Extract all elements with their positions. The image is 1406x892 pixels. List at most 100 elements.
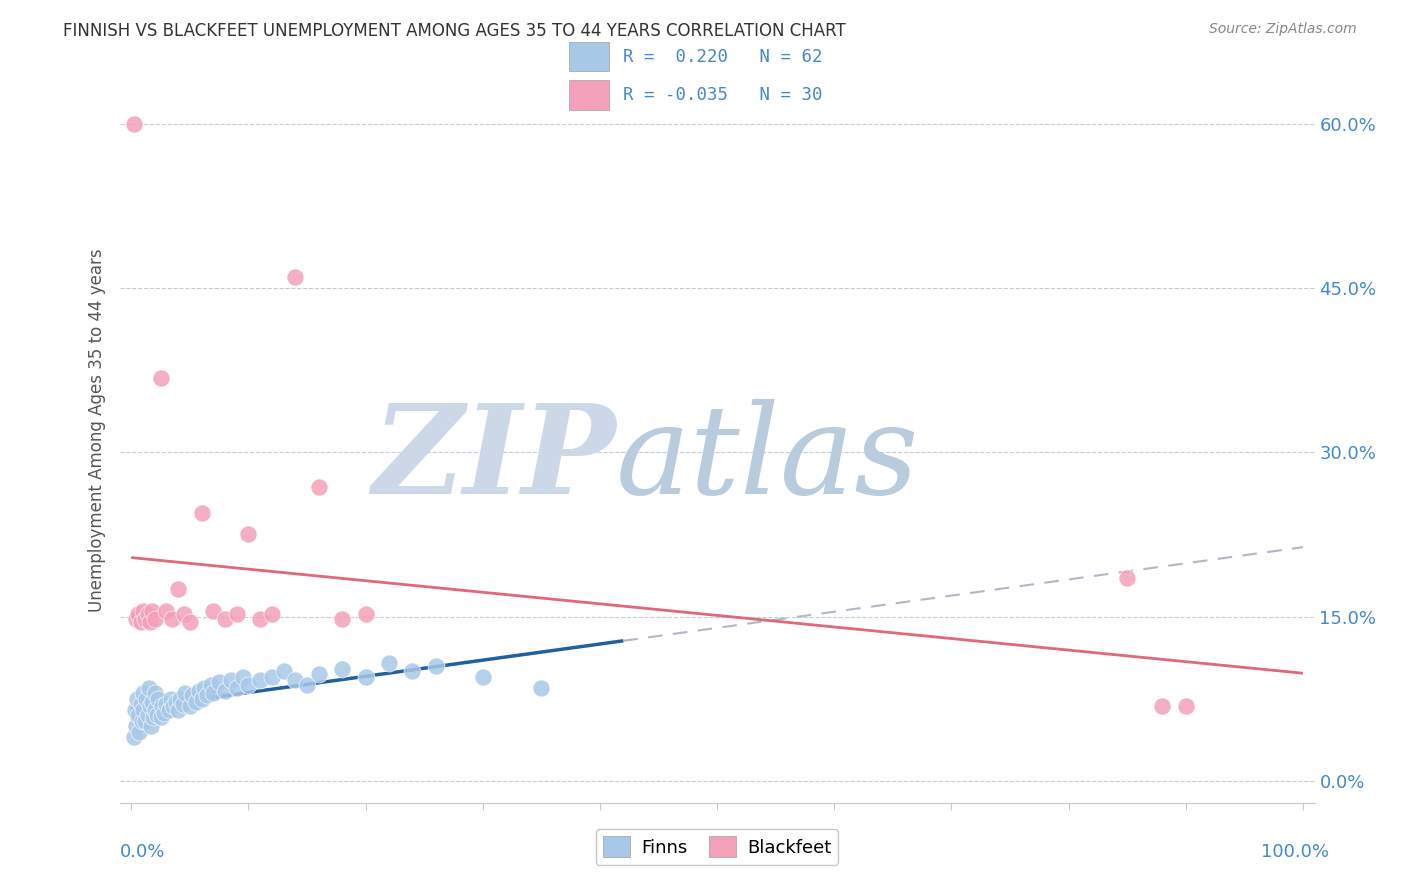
Point (138, 681, 160, 695)
Point (122, 117, 145, 131)
Point (134, 714, 156, 728)
Text: R = -0.035   N = 30: R = -0.035 N = 30 (623, 86, 823, 104)
Point (134, 612, 156, 626)
Point (139, 615, 162, 629)
Point (162, 699, 184, 714)
Point (1174, 699, 1197, 714)
Point (179, 699, 201, 714)
Point (169, 691, 191, 706)
Point (149, 710, 172, 724)
Text: R =  0.220   N = 62: R = 0.220 N = 62 (623, 47, 823, 66)
Point (167, 582, 190, 597)
Point (149, 371, 172, 385)
Text: atlas: atlas (616, 400, 920, 521)
Point (190, 506, 212, 520)
Point (125, 612, 148, 626)
Point (174, 686, 197, 700)
Point (141, 719, 163, 733)
Point (378, 656, 401, 670)
Point (155, 697, 177, 711)
Point (127, 607, 149, 622)
Text: ZIP: ZIP (371, 400, 616, 521)
Point (284, 270, 307, 285)
Point (197, 689, 219, 703)
Point (129, 697, 152, 711)
Point (162, 612, 183, 626)
Point (132, 686, 155, 700)
Point (238, 677, 260, 691)
Text: 0.0%: 0.0% (120, 843, 165, 861)
Point (214, 612, 236, 626)
Point (238, 527, 260, 541)
Point (131, 714, 153, 728)
Point (225, 681, 247, 695)
Point (200, 677, 222, 691)
Point (471, 670, 494, 684)
FancyBboxPatch shape (569, 42, 609, 71)
Point (193, 681, 215, 695)
Point (190, 691, 212, 706)
FancyBboxPatch shape (569, 80, 609, 110)
Point (295, 677, 318, 691)
Point (181, 689, 204, 703)
Point (148, 691, 170, 706)
Point (150, 699, 173, 714)
Point (208, 675, 231, 690)
Text: 100.0%: 100.0% (1261, 843, 1329, 861)
Point (188, 684, 211, 698)
Point (231, 670, 254, 684)
Point (136, 607, 159, 622)
Point (146, 708, 169, 723)
Y-axis label: Unemployment Among Ages 35 to 44 years: Unemployment Among Ages 35 to 44 years (87, 249, 105, 612)
Point (136, 708, 159, 723)
Point (132, 703, 155, 717)
Point (202, 686, 225, 700)
Point (214, 684, 236, 698)
Point (308, 666, 330, 681)
Point (249, 612, 271, 626)
Point (160, 691, 183, 706)
Point (143, 686, 166, 700)
Point (249, 673, 271, 687)
Point (165, 695, 187, 709)
Point (143, 612, 166, 626)
Point (122, 730, 145, 744)
Point (172, 697, 194, 711)
Point (143, 703, 166, 717)
Point (128, 724, 150, 739)
Point (354, 670, 377, 684)
Point (219, 673, 242, 687)
Text: FINNISH VS BLACKFEET UNEMPLOYMENT AMONG AGES 35 TO 44 YEARS CORRELATION CHART: FINNISH VS BLACKFEET UNEMPLOYMENT AMONG … (63, 22, 846, 40)
Point (330, 662, 353, 676)
Point (129, 615, 152, 629)
Point (425, 659, 447, 673)
Point (127, 708, 149, 723)
Point (139, 699, 162, 714)
Point (260, 607, 283, 622)
Point (127, 691, 149, 706)
Point (179, 615, 201, 629)
Legend: Finns, Blackfeet: Finns, Blackfeet (596, 830, 838, 864)
Point (330, 612, 353, 626)
Point (284, 673, 307, 687)
Point (125, 719, 148, 733)
Point (260, 670, 283, 684)
Point (184, 695, 207, 709)
Point (202, 604, 225, 618)
Point (142, 710, 165, 724)
Point (1152, 699, 1174, 714)
Point (155, 604, 177, 618)
Point (135, 691, 157, 706)
Point (173, 607, 195, 622)
Point (141, 604, 163, 618)
Point (308, 480, 330, 494)
Point (354, 607, 377, 622)
Point (167, 703, 190, 717)
Point (132, 604, 155, 618)
Point (157, 703, 180, 717)
Point (273, 665, 295, 679)
Point (225, 607, 247, 622)
Text: Source: ZipAtlas.com: Source: ZipAtlas.com (1209, 22, 1357, 37)
Point (124, 703, 146, 717)
Point (1116, 571, 1139, 585)
